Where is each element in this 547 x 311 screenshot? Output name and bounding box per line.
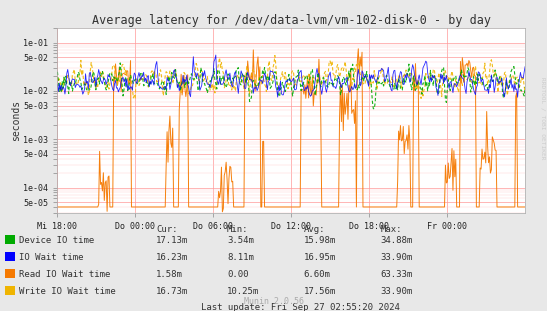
Text: 63.33m: 63.33m bbox=[380, 270, 412, 279]
Text: 33.90m: 33.90m bbox=[380, 253, 412, 262]
Text: 8.11m: 8.11m bbox=[227, 253, 254, 262]
Text: Last update: Fri Sep 27 02:55:20 2024: Last update: Fri Sep 27 02:55:20 2024 bbox=[201, 304, 400, 311]
Text: 33.90m: 33.90m bbox=[380, 287, 412, 296]
Text: 16.95m: 16.95m bbox=[304, 253, 336, 262]
Text: Write IO Wait time: Write IO Wait time bbox=[19, 287, 116, 296]
Text: 6.60m: 6.60m bbox=[304, 270, 330, 279]
Text: Avg:: Avg: bbox=[304, 225, 325, 234]
Text: RRDTOOL / TOBI OETIKER: RRDTOOL / TOBI OETIKER bbox=[540, 77, 546, 160]
Text: IO Wait time: IO Wait time bbox=[19, 253, 84, 262]
Text: 17.56m: 17.56m bbox=[304, 287, 336, 296]
Text: Min:: Min: bbox=[227, 225, 248, 234]
Y-axis label: seconds: seconds bbox=[10, 100, 21, 141]
Text: 15.98m: 15.98m bbox=[304, 236, 336, 244]
Text: Max:: Max: bbox=[380, 225, 401, 234]
Text: 34.88m: 34.88m bbox=[380, 236, 412, 244]
Text: Cur:: Cur: bbox=[156, 225, 177, 234]
Text: 0.00: 0.00 bbox=[227, 270, 248, 279]
Text: Device IO time: Device IO time bbox=[19, 236, 95, 244]
Text: 3.54m: 3.54m bbox=[227, 236, 254, 244]
Text: 1.58m: 1.58m bbox=[156, 270, 183, 279]
Text: Munin 2.0.56: Munin 2.0.56 bbox=[243, 297, 304, 306]
Text: Read IO Wait time: Read IO Wait time bbox=[19, 270, 110, 279]
Text: 16.73m: 16.73m bbox=[156, 287, 188, 296]
Text: 16.23m: 16.23m bbox=[156, 253, 188, 262]
Title: Average latency for /dev/data-lvm/vm-102-disk-0 - by day: Average latency for /dev/data-lvm/vm-102… bbox=[92, 14, 491, 27]
Text: 10.25m: 10.25m bbox=[227, 287, 259, 296]
Text: 17.13m: 17.13m bbox=[156, 236, 188, 244]
